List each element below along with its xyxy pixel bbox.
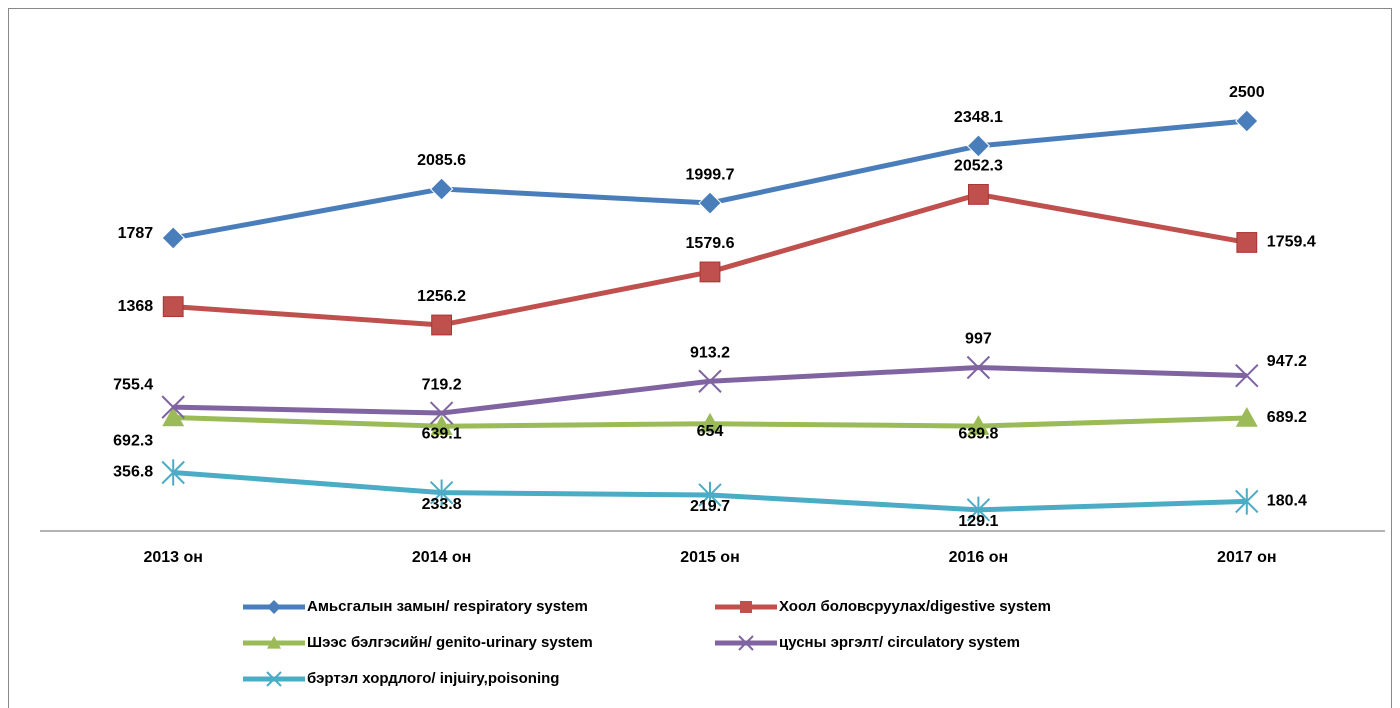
marker xyxy=(430,415,453,435)
data-label: 947.2 xyxy=(1267,353,1307,370)
legend-marker xyxy=(267,600,281,614)
legend-marker xyxy=(738,635,754,651)
legend-marker xyxy=(267,636,281,649)
marker xyxy=(162,406,185,427)
data-label: 1787 xyxy=(118,225,154,242)
data-label: 1999.7 xyxy=(686,166,735,183)
marker xyxy=(699,412,721,433)
data-label: 1368 xyxy=(118,298,154,315)
legend-label: Хоол боловсруулах/digestive system xyxy=(779,598,1051,615)
x-tick-label: 2014 он xyxy=(412,549,471,566)
marker xyxy=(1235,406,1258,427)
data-label: 2348.1 xyxy=(954,109,1003,126)
marker xyxy=(1235,109,1259,133)
x-tick-label: 2017 он xyxy=(1217,549,1276,566)
data-label: 219.7 xyxy=(690,498,730,515)
marker xyxy=(966,134,991,158)
marker xyxy=(966,355,991,380)
marker xyxy=(429,479,454,506)
data-label: 2052.3 xyxy=(954,158,1003,175)
x-tick-label: 2013 он xyxy=(143,549,202,566)
data-label: 356.8 xyxy=(113,464,153,481)
data-label: 233.8 xyxy=(422,496,462,513)
chart-border xyxy=(8,8,1392,708)
marker xyxy=(162,296,184,318)
marker xyxy=(698,369,722,393)
marker xyxy=(698,191,722,215)
x-tick-label: 2016 он xyxy=(949,549,1008,566)
marker xyxy=(698,481,722,509)
marker xyxy=(161,395,185,419)
marker xyxy=(429,401,454,425)
marker xyxy=(1235,488,1259,515)
marker xyxy=(429,177,454,201)
data-label: 689.2 xyxy=(1267,409,1307,426)
data-label: 2500 xyxy=(1229,84,1265,101)
data-label: 1579.6 xyxy=(686,235,735,252)
data-label: 1256.2 xyxy=(417,288,466,305)
marker xyxy=(966,496,991,524)
data-label: 719.2 xyxy=(422,376,462,393)
legend-label: Амьсгалын замын/ respiratory system xyxy=(307,598,588,615)
marker xyxy=(161,459,185,486)
data-label: 692.3 xyxy=(113,433,153,450)
data-label: 639.1 xyxy=(422,425,462,442)
marker xyxy=(1236,232,1258,253)
data-label: 654 xyxy=(697,423,724,440)
series-line xyxy=(173,364,1247,416)
legend-marker xyxy=(740,601,752,613)
data-label: 997 xyxy=(965,331,992,348)
marker xyxy=(431,314,453,336)
marker xyxy=(699,261,721,283)
data-label: 1759.4 xyxy=(1267,234,1316,251)
marker xyxy=(967,415,990,435)
marker xyxy=(968,184,989,205)
legend-marker xyxy=(266,671,282,687)
x-tick-label: 2015 он xyxy=(680,549,739,566)
legend-label: Шээс бэлгэсийн/ genito-urinary system xyxy=(307,634,593,651)
marker xyxy=(1235,363,1259,388)
legend-label: бэртэл хордлого/ injuiry,poisoning xyxy=(307,670,559,687)
data-label: 129.1 xyxy=(958,513,998,530)
data-label: 755.4 xyxy=(113,376,153,393)
data-label: 2085.6 xyxy=(417,152,466,169)
data-label: 180.4 xyxy=(1267,493,1307,510)
marker xyxy=(161,226,185,250)
data-label: 913.2 xyxy=(690,344,730,361)
data-label: 639.8 xyxy=(958,425,998,442)
legend-label: цусны эргэлт/ circulatory system xyxy=(779,634,1020,651)
